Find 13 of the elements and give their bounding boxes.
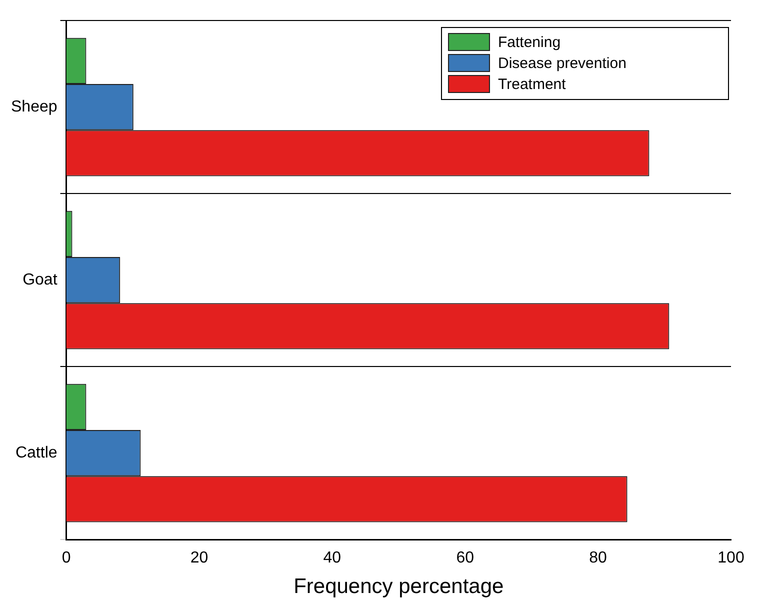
legend-label: Fattening — [498, 34, 561, 51]
x-tick-label: 100 — [718, 550, 744, 567]
y-tick-label: Goat — [22, 272, 58, 289]
x-axis-title: Frequency percentage — [294, 575, 504, 598]
legend-label: Disease prevention — [498, 54, 626, 72]
x-tick-label: 20 — [190, 550, 208, 567]
legend-label: Treatment — [498, 76, 566, 93]
x-tick-label: 40 — [323, 550, 342, 567]
y-tick-label: Cattle — [15, 444, 58, 462]
y-tick-label: Sheep — [11, 98, 58, 116]
x-tick-label: 80 — [589, 550, 608, 567]
x-tick-label: 0 — [62, 550, 71, 567]
x-tick-label: 60 — [456, 550, 474, 567]
